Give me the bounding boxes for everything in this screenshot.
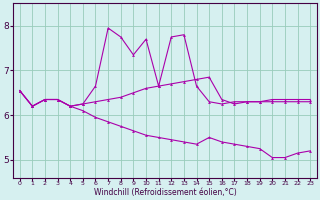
X-axis label: Windchill (Refroidissement éolien,°C): Windchill (Refroidissement éolien,°C) <box>93 188 236 197</box>
